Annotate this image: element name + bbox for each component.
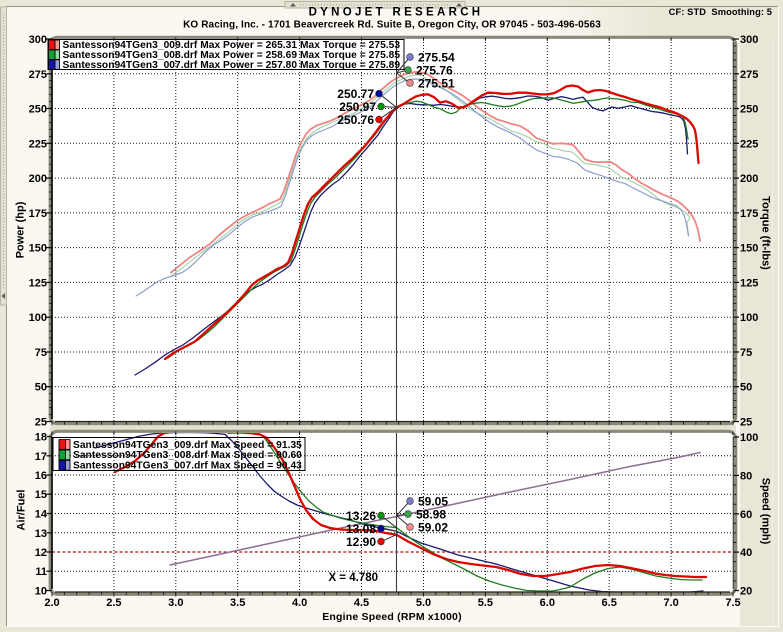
svg-text:3.0: 3.0 [168, 597, 183, 609]
svg-text:Santesson94TGen3_007.drf Max S: Santesson94TGen3_007.drf Max Speed = 90.… [73, 461, 302, 472]
svg-text:300: 300 [29, 34, 47, 46]
svg-text:25: 25 [740, 417, 752, 429]
svg-text:250.97: 250.97 [339, 100, 376, 114]
svg-text:5.0: 5.0 [416, 597, 431, 609]
svg-text:Santesson94TGen3_008.drf Max P: Santesson94TGen3_008.drf Max Power = 258… [63, 50, 401, 61]
svg-text:17: 17 [35, 451, 47, 463]
svg-text:12.90: 12.90 [346, 535, 376, 549]
svg-text:200: 200 [740, 173, 758, 185]
svg-text:12: 12 [35, 547, 47, 559]
svg-text:CF: STD Smoothing: 5: CF: STD Smoothing: 5 [669, 7, 772, 17]
svg-text:Santesson94TGen3_009.drf Max S: Santesson94TGen3_009.drf Max Speed = 91.… [73, 440, 302, 451]
svg-text:4.0: 4.0 [292, 597, 307, 609]
svg-text:3.5: 3.5 [230, 597, 245, 609]
svg-text:Torque (ft-lbs): Torque (ft-lbs) [760, 196, 772, 270]
svg-text:13.08: 13.08 [346, 522, 376, 536]
svg-text:DYNOJET RESEARCH: DYNOJET RESEARCH [309, 7, 484, 19]
svg-text:75: 75 [740, 347, 752, 359]
svg-text:250: 250 [740, 104, 758, 116]
svg-text:18: 18 [35, 432, 47, 444]
svg-text:59.05: 59.05 [418, 495, 448, 509]
svg-text:150: 150 [29, 243, 47, 255]
svg-text:100: 100 [29, 312, 47, 324]
svg-text:Air/Fuel: Air/Fuel [16, 490, 28, 531]
svg-text:300: 300 [740, 34, 758, 46]
svg-text:11: 11 [35, 566, 47, 578]
svg-text:125: 125 [29, 277, 47, 289]
svg-text:100: 100 [740, 312, 758, 324]
svg-text:275.51: 275.51 [418, 77, 455, 91]
svg-text:275.54: 275.54 [418, 51, 455, 65]
svg-text:250.76: 250.76 [337, 113, 374, 127]
svg-text:59.02: 59.02 [418, 521, 448, 535]
svg-text:Santesson94TGen3_007.drf Max P: Santesson94TGen3_007.drf Max Power = 257… [63, 60, 401, 71]
svg-text:2.5: 2.5 [106, 597, 121, 609]
svg-text:58.98: 58.98 [416, 508, 446, 522]
svg-text:50: 50 [35, 382, 47, 394]
svg-text:KO Racing, Inc. - 1701 Beaverc: KO Racing, Inc. - 1701 Beavercreek Rd. S… [183, 20, 601, 31]
svg-text:150: 150 [740, 243, 758, 255]
svg-text:175: 175 [740, 208, 758, 220]
svg-text:13: 13 [35, 528, 47, 540]
svg-text:10: 10 [35, 586, 47, 598]
svg-text:7.0: 7.0 [663, 597, 678, 609]
svg-text:40: 40 [740, 547, 752, 559]
svg-text:50: 50 [740, 382, 752, 394]
svg-text:25: 25 [35, 417, 47, 429]
svg-text:4.5: 4.5 [354, 597, 369, 609]
svg-text:275: 275 [29, 69, 47, 81]
svg-text:60: 60 [740, 509, 752, 521]
svg-text:14: 14 [35, 509, 48, 521]
svg-text:7.5: 7.5 [725, 597, 740, 609]
svg-text:275.76: 275.76 [416, 64, 453, 78]
svg-text:16: 16 [35, 470, 47, 482]
svg-text:250: 250 [29, 104, 47, 116]
svg-text:200: 200 [29, 173, 47, 185]
svg-text:250.77: 250.77 [337, 87, 374, 101]
svg-text:15: 15 [35, 489, 47, 501]
svg-text:Santesson94TGen3_009.drf Max P: Santesson94TGen3_009.drf Max Power = 265… [63, 40, 401, 51]
svg-text:Santesson94TGen3_008.drf Max S: Santesson94TGen3_008.drf Max Speed = 90.… [73, 450, 302, 461]
svg-text:6.0: 6.0 [540, 597, 555, 609]
svg-text:75: 75 [35, 347, 47, 359]
svg-text:225: 225 [740, 138, 758, 150]
svg-text:20: 20 [740, 586, 752, 598]
svg-text:2.0: 2.0 [44, 597, 59, 609]
svg-text:6.5: 6.5 [602, 597, 617, 609]
svg-text:5.5: 5.5 [478, 597, 493, 609]
svg-text:225: 225 [29, 138, 47, 150]
svg-text:275: 275 [740, 69, 758, 81]
svg-text:13.26: 13.26 [346, 509, 376, 523]
svg-text:Engine Speed (RPM x1000): Engine Speed (RPM x1000) [322, 611, 462, 623]
svg-text:Power (hp): Power (hp) [15, 201, 27, 258]
svg-text:125: 125 [740, 277, 758, 289]
svg-text:Speed (mph): Speed (mph) [760, 478, 772, 545]
svg-text:80: 80 [740, 470, 752, 482]
svg-text:X = 4.780: X = 4.780 [328, 572, 378, 584]
svg-text:175: 175 [29, 208, 47, 220]
svg-text:100: 100 [740, 432, 758, 444]
